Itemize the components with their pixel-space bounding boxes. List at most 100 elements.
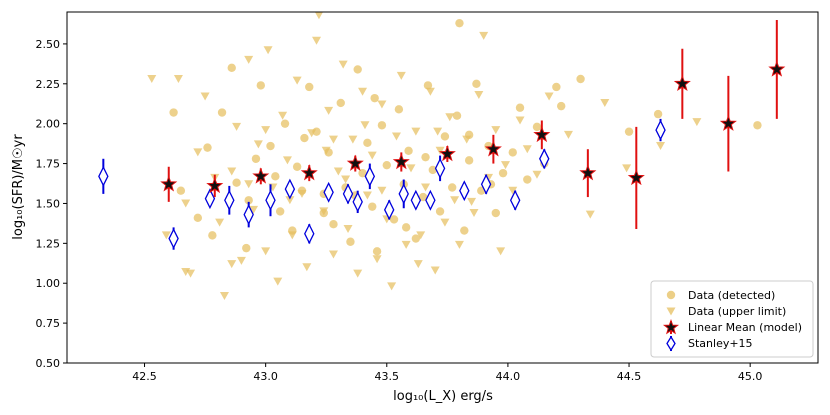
detected-point	[169, 108, 178, 117]
detected-point	[472, 79, 481, 88]
detected-point	[305, 82, 314, 92]
detected-point	[208, 231, 217, 240]
detected-point	[411, 234, 421, 243]
detected-point	[244, 196, 253, 205]
legend-stanley-marker	[666, 335, 676, 352]
model-point	[206, 176, 224, 194]
model-point	[252, 167, 270, 184]
y-tick-label: 2.25	[36, 78, 61, 91]
detected-point	[404, 146, 413, 156]
model-point	[533, 125, 551, 143]
model-point	[673, 74, 691, 92]
detected-point	[370, 93, 379, 103]
upper-limit-point	[282, 156, 292, 165]
stanley-point	[539, 148, 550, 170]
detected-point	[232, 178, 241, 187]
y-tick-label: 1.25	[36, 237, 61, 250]
detected-point	[193, 213, 203, 223]
detected-point	[418, 192, 428, 202]
upper-limit-point	[186, 269, 196, 278]
detected-point	[508, 148, 517, 157]
detected-point	[271, 172, 280, 181]
upper-limit-point	[181, 199, 191, 208]
upper-limit-point	[500, 161, 510, 170]
upper-limit-point	[416, 231, 426, 240]
model-point	[346, 154, 364, 171]
stanley-point	[655, 119, 666, 141]
detected-point	[275, 207, 285, 216]
legend-upper-limit-label: Data (upper limit)	[688, 305, 786, 318]
upper-limit-point	[401, 240, 411, 249]
upper-limit-point	[467, 197, 477, 206]
stanley-point	[352, 191, 363, 213]
upper-limit-point	[227, 167, 237, 176]
upper-limit-point	[328, 135, 338, 144]
detected-point	[266, 141, 275, 151]
upper-limit-point	[292, 76, 302, 85]
upper-limit-point	[244, 180, 254, 189]
upper-limit-point	[692, 118, 702, 127]
upper-limit-point	[193, 148, 203, 157]
upper-limit-point	[161, 231, 171, 240]
x-tick-label: 42.5	[132, 370, 157, 383]
detected-point	[515, 103, 525, 112]
stanley-point	[224, 189, 235, 211]
stanley-point	[364, 165, 376, 187]
upper-limit-point	[263, 46, 273, 55]
upper-limit-point	[585, 210, 595, 219]
upper-limit-point	[469, 209, 479, 218]
upper-limit-point	[396, 71, 406, 80]
legend-detected-marker	[666, 290, 676, 300]
upper-limit-point	[522, 145, 532, 154]
stanley-point	[434, 157, 446, 179]
stanley-point	[98, 165, 109, 187]
detected-point	[435, 207, 445, 216]
detected-point	[288, 226, 297, 235]
detected-point	[552, 82, 561, 92]
upper-limit-point	[433, 127, 443, 136]
detected-point	[336, 98, 345, 108]
upper-limit-point	[450, 196, 460, 205]
detected-point	[440, 132, 450, 141]
detected-point	[251, 154, 261, 163]
model-point	[719, 114, 737, 131]
stanley-point	[410, 189, 422, 211]
detected-point	[421, 152, 430, 162]
upper-limit-point	[563, 130, 573, 139]
y-tick-label: 2.50	[36, 38, 61, 51]
upper-limit-point	[285, 196, 295, 205]
model-point	[484, 140, 502, 157]
detected-point	[394, 105, 404, 114]
upper-limit-point	[430, 266, 440, 275]
upper-limit-point	[515, 116, 525, 125]
upper-limit-point	[338, 60, 348, 69]
upper-limit-point	[544, 92, 554, 101]
model-point	[300, 164, 318, 181]
detected-point	[491, 208, 500, 218]
upper-limit-point	[232, 122, 242, 131]
legend-stanley-label: Stanley+15	[688, 337, 753, 350]
legend-model-label: Linear Mean (model)	[688, 321, 802, 334]
detected-point	[498, 168, 508, 178]
upper-limit-point	[406, 164, 416, 173]
detected-point	[624, 127, 634, 136]
upper-limit-point	[425, 87, 435, 96]
detected-point	[423, 81, 433, 90]
detected-point	[372, 247, 382, 256]
detected-point	[753, 121, 762, 130]
model-point	[627, 168, 645, 186]
detected-point	[382, 160, 391, 170]
model-point	[160, 175, 178, 192]
detected-point	[203, 143, 212, 152]
upper-limit-point	[173, 75, 183, 84]
upper-limit-point	[312, 36, 322, 45]
upper-limit-point	[600, 98, 610, 107]
detected-point	[319, 208, 328, 218]
stanley-point	[459, 180, 470, 202]
upper-limit-point	[333, 167, 343, 176]
detected-point	[460, 226, 469, 235]
stanley-point	[204, 188, 216, 210]
upper-limit-point	[435, 146, 445, 155]
upper-limit-point	[219, 291, 229, 300]
